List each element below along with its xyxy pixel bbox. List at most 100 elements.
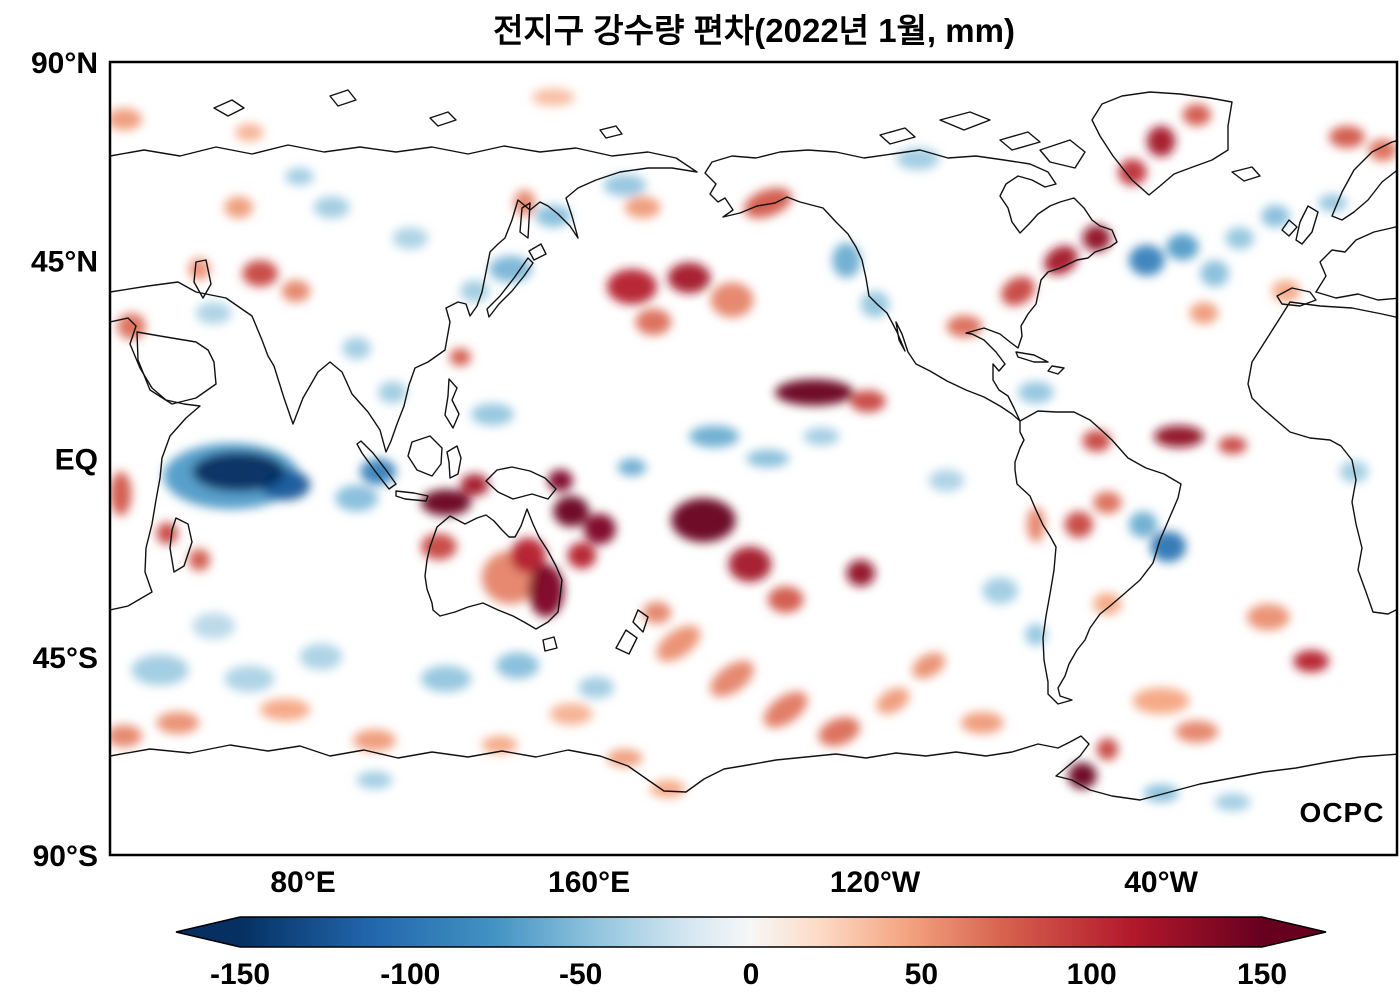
coastline-south-america: [1014, 410, 1182, 705]
anomaly-blob: [1128, 244, 1165, 276]
anomaly-blob: [1189, 302, 1219, 325]
anomaly-blob: [224, 196, 253, 219]
anomaly-blob: [553, 495, 590, 527]
anomaly-blob: [1093, 592, 1122, 615]
anomaly-blob: [603, 174, 647, 197]
coastline-japan: [486, 257, 534, 318]
anomaly-blob: [471, 403, 514, 426]
coastline-arctic-island-2: [999, 131, 1041, 151]
coastlines: [110, 89, 1397, 801]
anomaly-blob: [1261, 205, 1290, 228]
anomaly-blob: [547, 469, 573, 492]
coastline-cuba: [1015, 351, 1049, 363]
lat-tick-label: 45°S: [33, 642, 98, 675]
anomaly-blob: [1153, 425, 1204, 448]
anomaly-blob: [313, 196, 350, 219]
lat-tick-label: 90°S: [33, 840, 98, 873]
anomaly-blob: [850, 390, 886, 413]
anomaly-blob: [946, 315, 983, 338]
coastline-borneo: [407, 435, 443, 477]
anomaly-blob: [260, 698, 311, 721]
ocpc-logo: OCPC: [1300, 797, 1385, 828]
anomaly-blob: [110, 108, 143, 131]
anomaly-blob: [531, 88, 575, 107]
colorbar-tick-label: 100: [1067, 958, 1117, 991]
anomaly-blob: [763, 691, 808, 728]
anomaly-blob: [746, 449, 790, 468]
anomaly-blob: [1182, 103, 1212, 126]
colorbar-outline: [175, 916, 1327, 948]
coastline-arctic-island-1: [939, 111, 991, 131]
coastline-scandinavia: [1331, 140, 1397, 221]
coastline-new-zealand-north: [632, 609, 649, 633]
anomaly-blob: [767, 586, 804, 613]
anomaly-blob: [832, 242, 861, 278]
coastline-baffin: [1039, 139, 1086, 169]
anomaly-blob: [1150, 531, 1187, 563]
anomaly-blob: [1132, 687, 1190, 715]
colorbar: -150 -100 -50 0 50 100 150: [175, 916, 1327, 991]
anomaly-blob: [356, 771, 393, 789]
anomaly-blob: [156, 711, 200, 734]
coastline-africa-east: [110, 317, 201, 611]
colorbar-gradient: [240, 917, 1262, 947]
anomaly-blob: [496, 652, 539, 679]
anomaly-blob: [912, 652, 946, 679]
anomaly-blob: [192, 612, 236, 640]
anomaly-blob: [285, 167, 314, 186]
anomaly-blob: [1318, 194, 1347, 212]
coastline-sulawesi: [446, 445, 462, 479]
coastline-sakhalin: [519, 202, 531, 239]
anomaly-blob: [481, 736, 518, 754]
anomaly-blob: [299, 643, 343, 670]
lat-tick-label: EQ: [55, 444, 98, 477]
page-title: 전지구 강수량 편차(2022년 1월, mm): [493, 12, 1015, 49]
anomaly-blob: [567, 542, 597, 569]
anomaly-blob: [1329, 125, 1365, 148]
anomaly-blob: [1225, 227, 1254, 250]
anomaly-blob: [188, 258, 211, 281]
anomaly-blob: [606, 269, 657, 305]
coastline-philippines: [444, 378, 460, 429]
lon-tick-label: 120°W: [830, 866, 921, 899]
anomaly-blob: [1082, 429, 1111, 452]
anomaly-blob: [818, 717, 860, 747]
coastline-greenland: [1091, 91, 1233, 196]
anomaly-blob: [642, 601, 672, 624]
anomaly-blob: [617, 458, 647, 477]
anomaly-blob: [1143, 784, 1179, 803]
coastline-australia: [424, 508, 563, 630]
coastline-north-america: [704, 149, 1118, 422]
anomaly-blob: [110, 725, 143, 748]
anomaly-blob: [583, 513, 616, 545]
anomaly-blob: [1118, 158, 1147, 186]
anomaly-blob: [421, 489, 472, 516]
anomaly-blob: [635, 308, 672, 336]
coastline-iberia: [1276, 287, 1317, 307]
anomaly-blob: [421, 533, 457, 560]
anomaly-blob: [353, 729, 396, 752]
coastline-severnaya-zemlya: [329, 89, 357, 107]
anomaly-blob: [1082, 225, 1111, 252]
coastline-svalbard: [213, 99, 245, 117]
anomaly-blob: [335, 484, 379, 512]
anomaly-blob: [421, 665, 472, 692]
coastline-java: [395, 490, 429, 502]
anomaly-blob: [710, 282, 754, 318]
anomaly-blob: [1001, 276, 1035, 306]
anomaly-blob: [728, 546, 772, 582]
lat-tick-label: 45°N: [31, 245, 98, 278]
anomaly-blob: [1218, 436, 1247, 455]
anomaly-blob: [846, 559, 876, 587]
anomaly-blob: [188, 548, 211, 571]
coastline-hispaniola: [1047, 365, 1065, 375]
colorbar-left-arrow: [176, 917, 240, 947]
coastline-tasmania: [542, 636, 558, 652]
anomaly-blob: [606, 749, 643, 767]
lon-tick-label: 80°E: [270, 866, 335, 899]
anomaly-blob: [649, 780, 686, 798]
colorbar-tick-label: -100: [380, 958, 440, 991]
coastline-caspian: [193, 259, 212, 299]
anomaly-blob: [235, 123, 264, 142]
anomaly-blob: [488, 255, 532, 283]
